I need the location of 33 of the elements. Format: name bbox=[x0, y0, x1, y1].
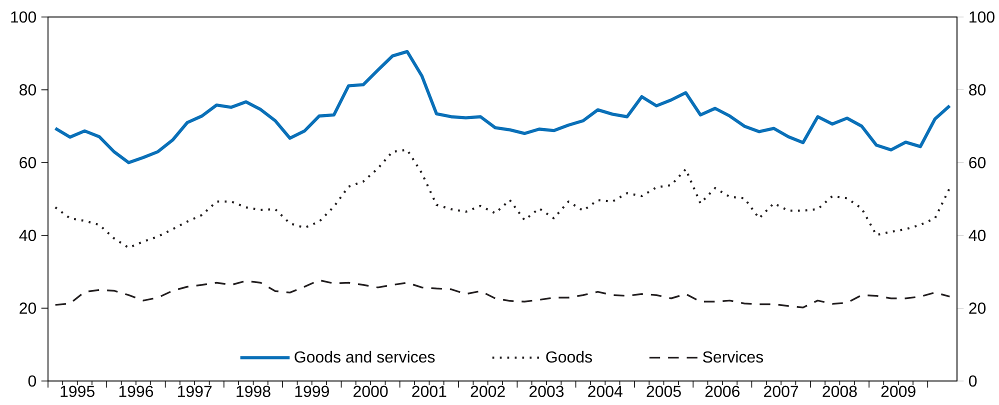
y-tick-label: 100 bbox=[11, 11, 36, 23]
y2-tick-label: 60 bbox=[969, 156, 986, 168]
x-tick-label: 2000 bbox=[354, 386, 388, 398]
y2-tick-label: 80 bbox=[969, 84, 986, 96]
x-tick-label: 1997 bbox=[178, 386, 212, 398]
y2-tick-label: 0 bbox=[969, 375, 977, 387]
y2-tick-label: 20 bbox=[969, 302, 986, 314]
y-tick-label: 20 bbox=[20, 302, 36, 314]
x-tick-label: 1995 bbox=[60, 386, 94, 398]
line-series bbox=[54, 148, 951, 249]
legend-label: Goods bbox=[546, 350, 592, 363]
y-tick-label: 40 bbox=[19, 230, 36, 242]
line-series bbox=[54, 50, 952, 164]
x-tick-label: 2009 bbox=[881, 386, 916, 398]
y2-tick-label: 100 bbox=[970, 11, 994, 23]
y-tick-label: 80 bbox=[20, 84, 36, 96]
x-tick-label: 2008 bbox=[822, 386, 857, 398]
line-series bbox=[54, 279, 951, 308]
x-tick-label: 2002 bbox=[470, 386, 505, 398]
legend-label: Goods and services bbox=[294, 350, 435, 363]
y-tick-label: 60 bbox=[20, 156, 36, 168]
x-tick-label: 2007 bbox=[764, 386, 798, 398]
x-tick-label: 2004 bbox=[588, 386, 622, 398]
x-tick-label: 2001 bbox=[412, 386, 446, 398]
y2-tick-label: 40 bbox=[968, 230, 986, 242]
y-tick-label: 0 bbox=[28, 375, 36, 387]
x-tick-label: 2006 bbox=[705, 386, 740, 398]
x-tick-label: 1996 bbox=[119, 386, 154, 398]
x-tick-label: 1998 bbox=[236, 386, 270, 398]
x-tick-label: 2003 bbox=[529, 386, 564, 398]
x-tick-label: 1999 bbox=[295, 386, 329, 398]
x-tick-label: 2005 bbox=[646, 386, 681, 398]
legend-label: Services bbox=[703, 350, 764, 363]
